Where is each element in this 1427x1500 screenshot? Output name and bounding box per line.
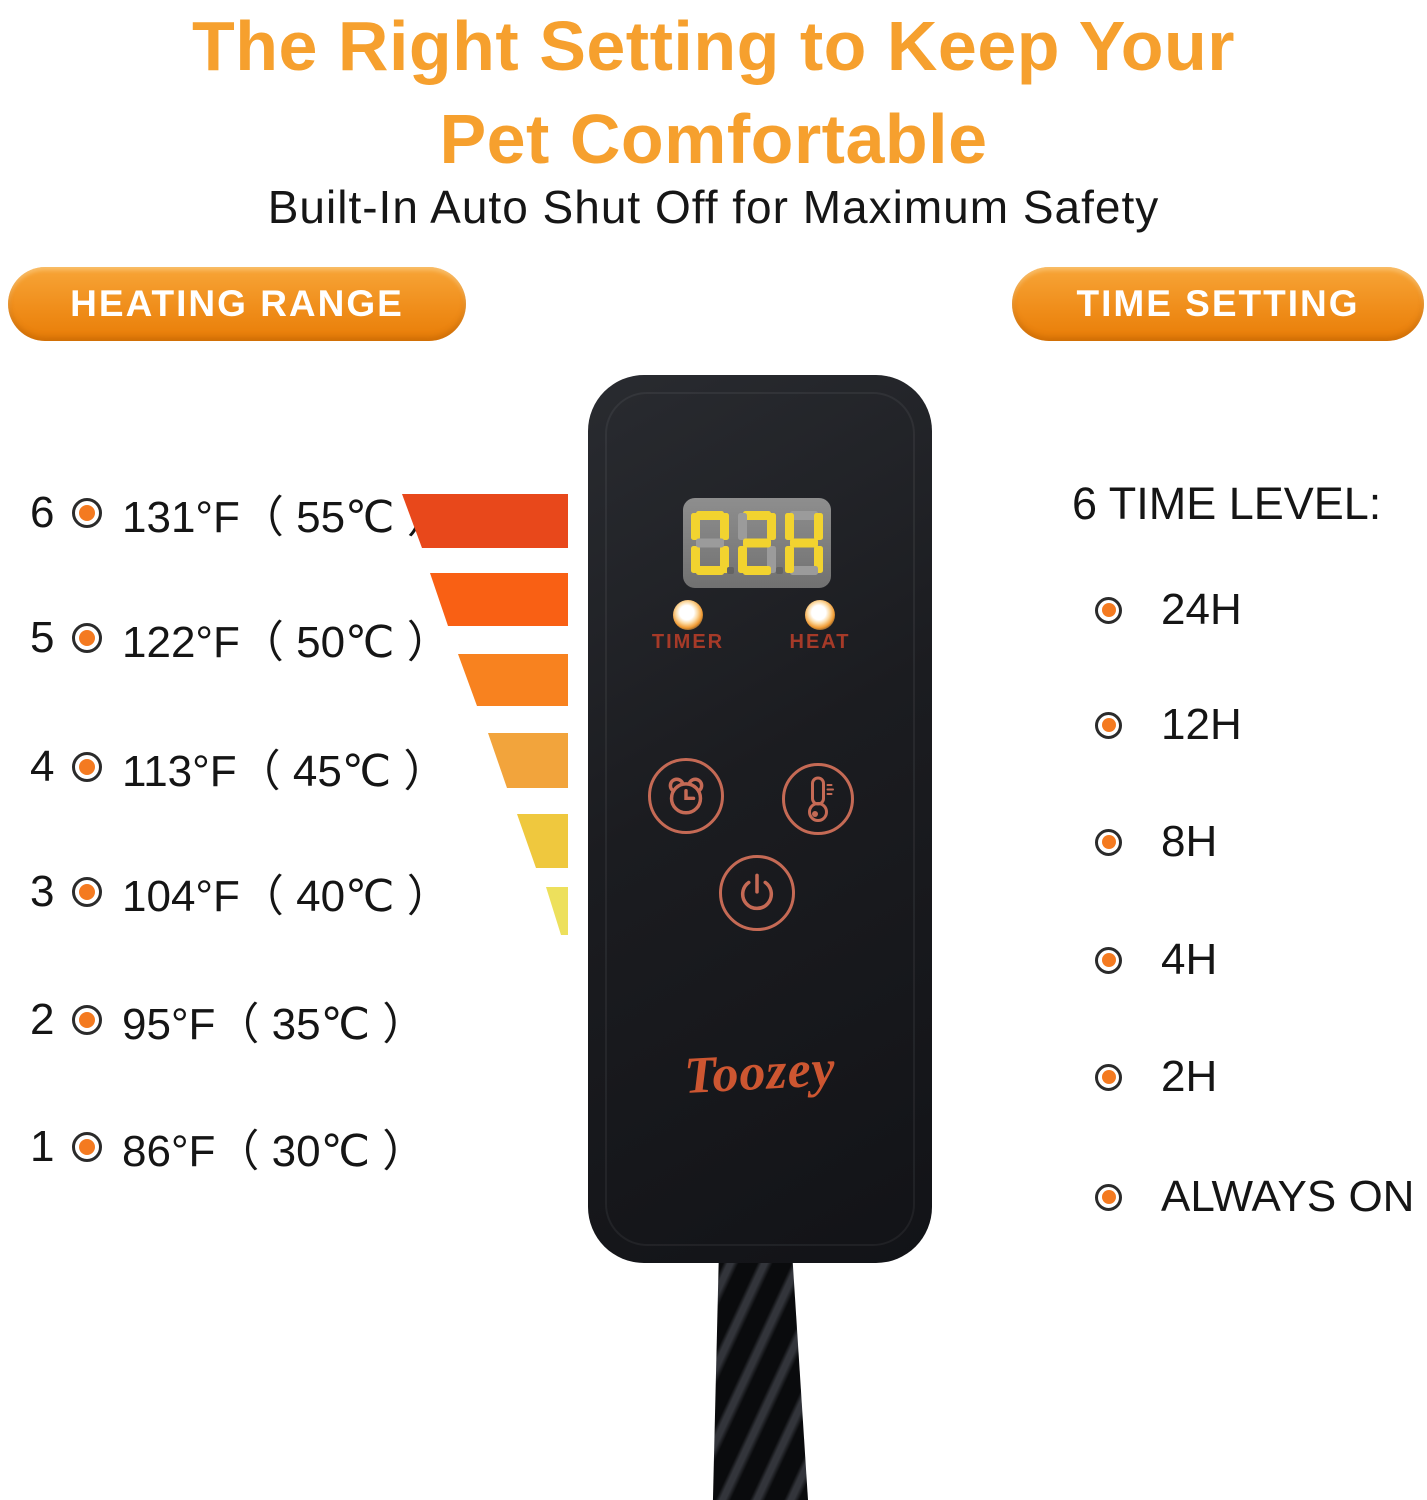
radio-dot-core bbox=[1101, 603, 1116, 617]
heat-led-icon bbox=[805, 600, 835, 630]
heat-indicator-label: HEAT bbox=[789, 631, 851, 653]
radio-dot-core bbox=[79, 505, 95, 521]
page-title: The Right Setting to Keep Your Pet Comfo… bbox=[0, 0, 1427, 186]
power-button bbox=[719, 855, 795, 931]
radio-dot-icon bbox=[1095, 711, 1122, 739]
heating-level-number: 1 bbox=[30, 1122, 55, 1171]
radio-dot-core bbox=[79, 759, 95, 775]
time-option-label: 12H bbox=[1161, 700, 1242, 749]
radio-dot-icon bbox=[72, 1005, 102, 1035]
time-option-label: ALWAYS ON bbox=[1161, 1172, 1415, 1221]
time-option-row: 24H bbox=[1095, 582, 1242, 638]
time-option-row: 12H bbox=[1095, 697, 1242, 753]
heating-level-label: 122°F（ 50℃ ） bbox=[122, 618, 451, 667]
heat-bar-4 bbox=[458, 654, 568, 706]
time-setting-badge: TIME SETTING bbox=[1012, 267, 1424, 341]
display-dot bbox=[727, 567, 734, 574]
seven-segment-digit bbox=[785, 511, 823, 575]
radio-dot-icon bbox=[72, 877, 102, 907]
radio-dot-icon bbox=[1095, 1063, 1122, 1091]
heating-range-badge: HEATING RANGE bbox=[8, 267, 466, 341]
display-dot bbox=[776, 567, 783, 574]
heating-level-number: 4 bbox=[30, 742, 55, 791]
timer-button bbox=[648, 758, 724, 834]
radio-dot-icon bbox=[72, 623, 102, 653]
page-subtitle: Built-In Auto Shut Off for Maximum Safet… bbox=[267, 181, 1160, 233]
heat-bar-1 bbox=[546, 887, 568, 935]
page-title-line1: The Right Setting to Keep Your bbox=[192, 7, 1235, 85]
radio-dot-core bbox=[1101, 835, 1116, 849]
heating-level-row: 5 122°F（ 50℃ ） bbox=[30, 608, 451, 668]
radio-dot-icon bbox=[1095, 1183, 1122, 1211]
radio-dot-core bbox=[1101, 718, 1116, 732]
radio-dot-icon bbox=[72, 498, 102, 528]
radio-dot-core bbox=[79, 1012, 95, 1028]
radio-dot-icon bbox=[1095, 596, 1122, 624]
heating-level-label: 131°F（ 55℃ ） bbox=[122, 493, 451, 542]
heat-gradient-bars bbox=[402, 494, 568, 935]
heating-level-label: 95°F（ 35℃ ） bbox=[122, 1000, 427, 1049]
heating-level-row: 2 95°F（ 35℃ ） bbox=[30, 990, 426, 1050]
coiled-power-cable bbox=[712, 1256, 808, 1500]
time-option-row: 2H bbox=[1095, 1049, 1217, 1105]
heating-level-number: 5 bbox=[30, 613, 55, 662]
radio-dot-core bbox=[79, 1139, 95, 1155]
time-option-label: 24H bbox=[1161, 585, 1242, 634]
heat-bar-2 bbox=[517, 814, 568, 868]
time-option-label: 4H bbox=[1161, 935, 1218, 984]
page-title-line2: Pet Comfortable bbox=[439, 100, 988, 178]
time-option-row: 8H bbox=[1095, 814, 1217, 870]
time-option-label: 2H bbox=[1161, 1052, 1218, 1101]
heating-level-number: 6 bbox=[30, 488, 55, 537]
seven-segment-display bbox=[683, 498, 831, 588]
heating-level-row: 6 131°F（ 55℃ ） bbox=[30, 483, 451, 543]
heating-level-number: 3 bbox=[30, 867, 55, 916]
heat-bar-5 bbox=[430, 573, 568, 626]
toozey-logo: Toozey bbox=[682, 1040, 838, 1105]
heat-bar-3 bbox=[488, 733, 568, 788]
time-option-row: ALWAYS ON bbox=[1095, 1169, 1414, 1225]
alarm-clock-icon bbox=[668, 777, 704, 815]
heating-level-number: 2 bbox=[30, 995, 55, 1044]
heating-level-row: 3 104°F（ 40℃ ） bbox=[30, 862, 451, 922]
heat-level-button bbox=[782, 763, 854, 835]
radio-dot-icon bbox=[72, 752, 102, 782]
time-option-row: 4H bbox=[1095, 932, 1217, 988]
heating-level-row: 1 86°F（ 30℃ ） bbox=[30, 1117, 426, 1177]
radio-dot-core bbox=[79, 884, 95, 900]
radio-dot-icon bbox=[1095, 828, 1122, 856]
time-level-heading: 6 TIME LEVEL: bbox=[1072, 478, 1382, 529]
thermometer-icon bbox=[808, 776, 834, 822]
radio-dot-core bbox=[1101, 1190, 1116, 1204]
seven-segment-digit bbox=[738, 511, 776, 575]
power-icon bbox=[740, 873, 774, 911]
heating-level-label: 104°F（ 40℃ ） bbox=[122, 872, 451, 921]
heating-level-row: 4 113°F（ 45℃ ） bbox=[30, 737, 447, 797]
radio-dot-icon bbox=[1095, 946, 1122, 974]
radio-dot-core bbox=[1101, 1070, 1116, 1084]
heat-bar-6 bbox=[402, 494, 568, 548]
seven-segment-digit bbox=[691, 511, 729, 575]
radio-dot-icon bbox=[72, 1132, 102, 1162]
timer-led-icon bbox=[673, 600, 703, 630]
time-option-label: 8H bbox=[1161, 817, 1218, 866]
timer-indicator-label: TIMER bbox=[651, 631, 725, 653]
radio-dot-core bbox=[1101, 953, 1116, 967]
heating-pad-controller: TIMER HEAT bbox=[588, 375, 932, 1263]
heating-level-label: 86°F（ 30℃ ） bbox=[122, 1127, 427, 1176]
radio-dot-core bbox=[79, 630, 95, 646]
heating-level-label: 113°F（ 45℃ ） bbox=[122, 747, 448, 796]
